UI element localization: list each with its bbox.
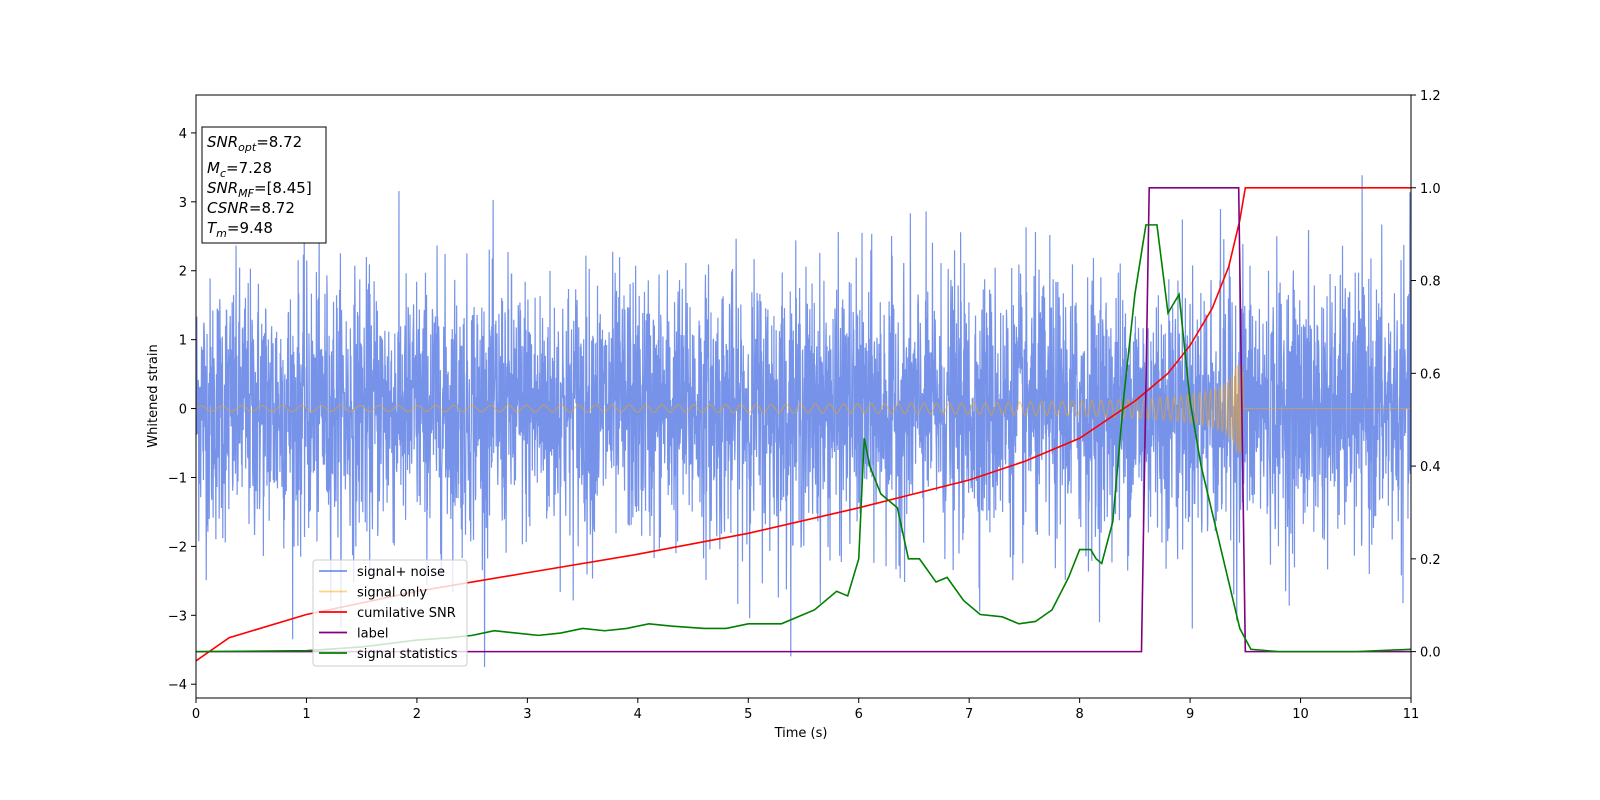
legend-label: label bbox=[357, 627, 388, 642]
series-signal-only bbox=[196, 364, 1411, 454]
x-tick-label: 0 bbox=[192, 707, 200, 722]
annotation-line: Tm=9.48 bbox=[207, 219, 273, 240]
y-axis-label: Whitened strain bbox=[146, 344, 161, 447]
x-tick-label: 5 bbox=[744, 707, 752, 722]
annotation-frame bbox=[201, 126, 327, 244]
y2-tick-label: 0.0 bbox=[1420, 646, 1441, 661]
y2-tick-label: 0.4 bbox=[1420, 460, 1441, 475]
y2-tick-label: 1.0 bbox=[1420, 182, 1441, 197]
legend-label: signal only bbox=[357, 586, 427, 601]
axis-ticks: 0 1 2 3 4 5 6 7 8 9 10 11 −4 −3 −2 −1 0 1 2 3 4 0.0 0.2 0.4 0.6 0… bbox=[168, 89, 1441, 722]
y2-tick-label: 0.6 bbox=[1420, 367, 1441, 382]
y-tick-label: −1 bbox=[168, 471, 187, 486]
legend: signal+ noise signal only cumilative SNR la… bbox=[312, 559, 468, 667]
annotation-line: SNRopt=8.72 bbox=[207, 133, 302, 154]
legend-label: signal+ noise bbox=[357, 565, 445, 580]
x-axis-label: Time (s) bbox=[774, 726, 828, 741]
x-tick-label: 3 bbox=[523, 707, 531, 722]
legend-label: signal statistics bbox=[357, 647, 458, 662]
legend-label: cumilative SNR bbox=[357, 606, 456, 621]
x-tick-label: 2 bbox=[413, 707, 421, 722]
legend-frame bbox=[312, 559, 468, 667]
y-tick-label: 3 bbox=[179, 196, 187, 211]
y-tick-label: 0 bbox=[179, 403, 187, 418]
y2-tick-label: 0.8 bbox=[1420, 275, 1441, 290]
x-tick-label: 4 bbox=[634, 707, 642, 722]
annotation-line: Mc=7.28 bbox=[207, 159, 272, 180]
series-signal-noise bbox=[196, 175, 1411, 667]
y2-tick-label: 1.2 bbox=[1420, 89, 1441, 104]
y-tick-label: 4 bbox=[179, 127, 187, 142]
x-tick-label: 10 bbox=[1292, 707, 1309, 722]
x-tick-label: 9 bbox=[1186, 707, 1194, 722]
y-tick-label: −3 bbox=[168, 609, 187, 624]
x-tick-label: 11 bbox=[1403, 707, 1420, 722]
x-tick-label: 7 bbox=[965, 707, 973, 722]
y-tick-label: −4 bbox=[168, 678, 187, 693]
annotation-line: CSNR=8.72 bbox=[207, 199, 295, 217]
y-tick-label: 1 bbox=[179, 334, 187, 349]
y-tick-label: 2 bbox=[179, 265, 187, 280]
x-tick-label: 8 bbox=[1075, 707, 1083, 722]
plot-frame bbox=[195, 94, 1412, 699]
annotation-line: SNRMF=[8.45] bbox=[207, 179, 312, 200]
y2-tick-label: 0.2 bbox=[1420, 553, 1441, 568]
x-tick-label: 1 bbox=[302, 707, 310, 722]
y-tick-label: −2 bbox=[168, 540, 187, 555]
series-signal-statistics bbox=[196, 224, 1411, 653]
x-tick-label: 6 bbox=[855, 707, 863, 722]
